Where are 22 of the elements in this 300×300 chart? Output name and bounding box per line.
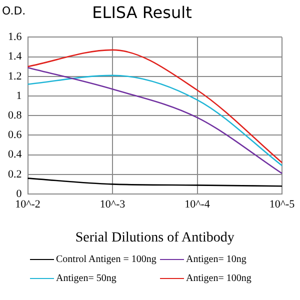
line-series <box>27 178 283 187</box>
y-tick-label: 1.4 <box>8 50 22 63</box>
chart-title: ELISA Result <box>92 2 192 22</box>
x-tick-label: 10^-3 <box>100 198 126 210</box>
y-tick-label: 1.2 <box>8 70 22 82</box>
x-tick-label: 10^-4 <box>184 198 210 210</box>
y-tick-label: 1 <box>16 90 22 102</box>
x-tick-label: 10^-2 <box>15 198 40 210</box>
line-series <box>27 49 283 164</box>
y-tick-label: 0.4 <box>8 148 22 161</box>
legend-label: Antigen= 100ng <box>186 273 252 284</box>
y-tick-label: 0.8 <box>8 109 22 122</box>
y-tick-label: 1.6 <box>8 31 22 44</box>
y-tick-label: 0.2 <box>8 168 22 180</box>
legend-label: Antigen= 10ng <box>186 254 246 265</box>
y-axis-title: O.D. <box>2 4 26 18</box>
x-axis-title: Serial Dilutions of Antibody <box>75 230 234 246</box>
legend-label: Antigen= 50ng <box>56 273 116 284</box>
legend-label: Control Antigen = 100ng <box>56 254 156 265</box>
y-tick-label: 0.6 <box>8 129 22 142</box>
y-tick-label: 0 <box>16 188 22 200</box>
x-tick-label: 10^-5 <box>269 198 296 210</box>
